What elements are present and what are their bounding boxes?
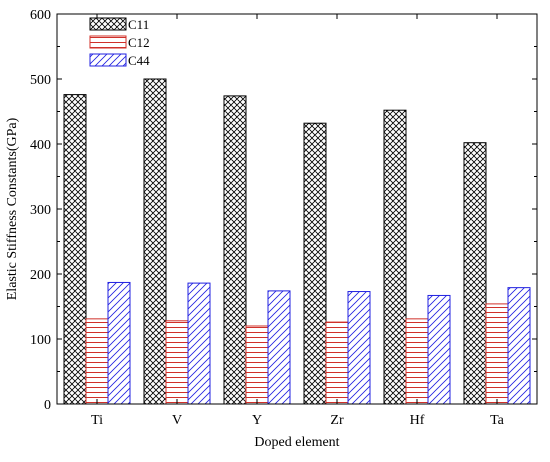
legend-swatch-c12 [89, 35, 127, 49]
bar-c44-zr [347, 291, 371, 405]
x-tick-label: Ta [490, 413, 505, 428]
bar-c44-ta [507, 287, 531, 405]
bar-c11-y [223, 95, 247, 405]
bar-c44-v [187, 282, 211, 405]
y-tick-label: 0 [44, 398, 51, 413]
x-tick-label: Zr [330, 413, 344, 428]
y-tick-label: 100 [30, 333, 51, 348]
bar-c44-ti [107, 281, 131, 405]
bar-c12-y [245, 325, 269, 405]
bar-c12-ti [85, 318, 109, 405]
bar-c11-hf [383, 109, 407, 405]
bar-c11-ta [463, 142, 487, 405]
y-axis-label: Elastic Stiffness Constants(GPa) [5, 117, 20, 300]
y-tick-label: 600 [30, 8, 51, 23]
legend-swatch-c44 [89, 53, 127, 67]
y-tick-label: 300 [30, 203, 51, 218]
legend: C11 C12 C44 [89, 17, 150, 68]
x-tick-label: Hf [410, 413, 425, 428]
x-tick-label: V [172, 413, 182, 428]
x-tick-label: Ti [91, 413, 103, 428]
bar-c12-zr [325, 321, 349, 405]
y-tick-label: 200 [30, 268, 51, 283]
bar-c11-ti [63, 94, 87, 405]
y-tick-label: 400 [30, 138, 51, 153]
legend-label-c44: C44 [128, 53, 150, 68]
y-axis: 0 100 200 300 400 500 600 [30, 8, 537, 413]
bars-layer [63, 78, 531, 405]
bar-c44-hf [427, 294, 451, 405]
bar-c11-v [143, 78, 167, 405]
x-tick-label: Y [252, 413, 262, 428]
bar-c12-hf [405, 318, 429, 405]
bar-c12-v [165, 320, 189, 405]
bar-c11-zr [303, 122, 327, 405]
bar-c44-y [267, 290, 291, 405]
x-axis-label: Doped element [254, 435, 339, 450]
legend-swatch-c11 [89, 17, 127, 31]
bar-c12-ta [485, 303, 509, 405]
x-axis: Ti V Y Zr Hf Ta [91, 14, 505, 428]
legend-label-c11: C11 [128, 17, 149, 32]
y-tick-label: 500 [30, 73, 51, 88]
legend-label-c12: C12 [128, 35, 150, 50]
